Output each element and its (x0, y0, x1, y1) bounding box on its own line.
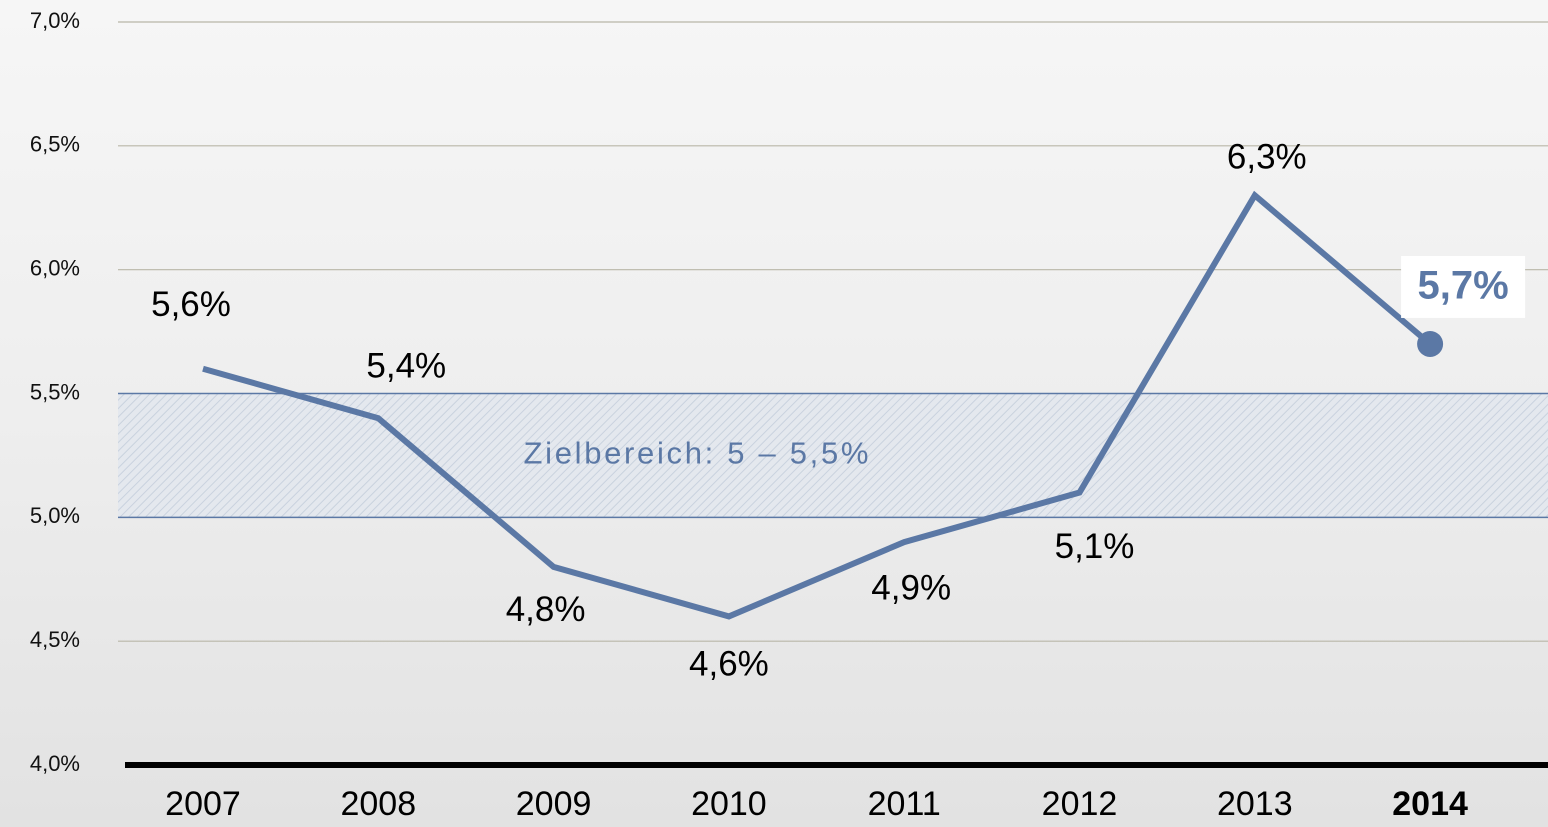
data-label: 6,3% (1227, 138, 1307, 177)
x-tick-label: 2012 (1042, 785, 1118, 823)
data-label: 5,1% (1055, 527, 1135, 566)
x-tick-label: 2011 (868, 785, 941, 823)
x-tick-label: 2014 (1392, 785, 1468, 823)
data-label: 4,6% (689, 645, 769, 684)
x-tick-label: 2008 (340, 785, 416, 823)
y-tick-label: 5,0% (30, 503, 80, 528)
y-tick-label: 6,0% (30, 255, 80, 280)
x-tick-label: 2010 (691, 785, 767, 823)
highlight-point (1417, 331, 1443, 357)
x-tick-label: 2013 (1217, 785, 1293, 823)
y-tick-label: 5,5% (30, 379, 80, 404)
data-label: 4,9% (871, 568, 951, 607)
data-label: 4,8% (506, 590, 586, 629)
y-tick-label: 4,0% (30, 751, 80, 776)
data-label: 5,7% (1418, 264, 1509, 308)
y-tick-label: 7,0% (30, 8, 80, 33)
x-tick-label: 2007 (165, 785, 241, 823)
x-tick-label: 2009 (516, 785, 592, 823)
data-label: 5,4% (366, 347, 446, 386)
chart: Zielbereich: 5 – 5,5% 4,0% 4,5% 5,0% 5,5% 6,0… (0, 0, 1548, 827)
y-tick-label: 6,5% (30, 132, 80, 157)
y-tick-label: 4,5% (30, 627, 80, 652)
data-label: 5,6% (151, 285, 231, 324)
target-band-label: Zielbereich: 5 – 5,5% (524, 436, 869, 471)
